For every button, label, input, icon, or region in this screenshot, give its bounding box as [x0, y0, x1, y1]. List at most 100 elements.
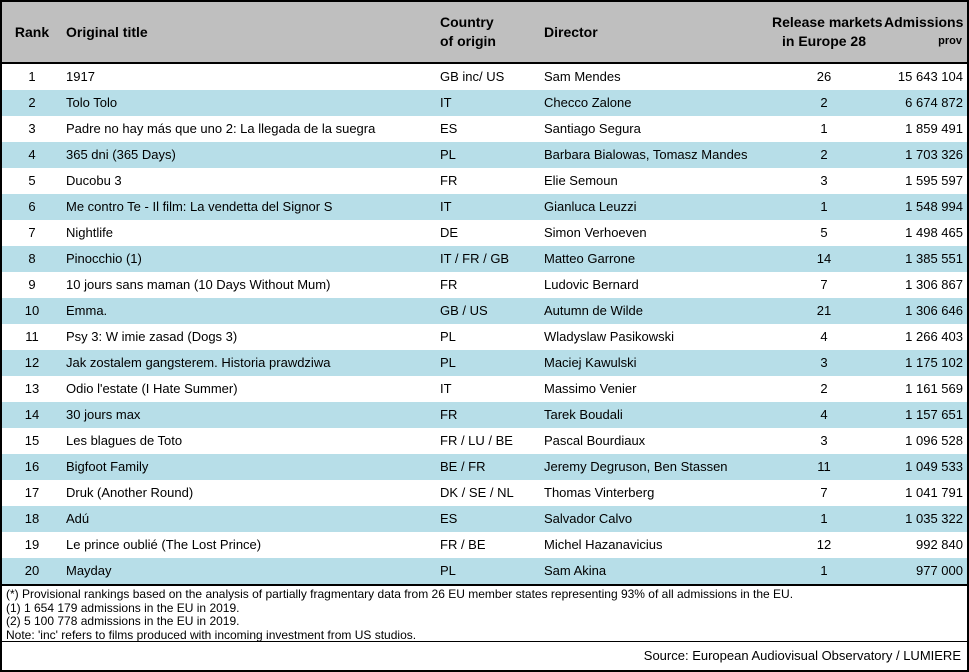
cell-admissions: 1 096 528 [905, 433, 963, 448]
table-row: 19 Le prince oublié (The Lost Prince) FR… [2, 532, 967, 558]
cell-admissions: 1 703 326 [905, 147, 963, 162]
cell-original-title: Druk (Another Round) [66, 485, 194, 500]
cell-rank: 12 [24, 355, 40, 370]
cell-original-title: Pinocchio (1) [66, 251, 142, 266]
cell-release-markets: 7 [820, 485, 828, 500]
table-row: 11 Psy 3: W imie zasad (Dogs 3) PL Wlady… [2, 324, 967, 350]
cell-original-title: Mayday [66, 563, 112, 578]
cell-admissions: 1 157 651 [905, 407, 963, 422]
table-row: 15 Les blagues de Toto FR / LU / BE Pasc… [2, 428, 967, 454]
cell-release-markets: 7 [820, 277, 828, 292]
col-header-markets-line2: in Europe 28 [781, 33, 867, 49]
cell-rank: 15 [24, 433, 40, 448]
cell-country-of-origin: FR / BE [440, 537, 486, 552]
cell-admissions: 1 385 551 [905, 251, 963, 266]
cell-director: Pascal Bourdiaux [544, 433, 646, 448]
cell-original-title: Bigfoot Family [66, 459, 149, 474]
footnote-1: (1) 1 654 179 admissions in the EU in 20… [6, 600, 240, 615]
table-row: 3 Padre no hay más que uno 2: La llegada… [2, 116, 967, 142]
cell-rank: 2 [28, 95, 36, 110]
cell-original-title: Ducobu 3 [66, 173, 122, 188]
col-header-admissions: Admissions prov [880, 13, 967, 51]
cell-director: Michel Hazanavicius [544, 537, 663, 552]
table-row: 20 Mayday PL Sam Akina 1 977 000 [2, 558, 967, 584]
cell-admissions: 992 840 [916, 537, 963, 552]
cell-director: Autumn de Wilde [544, 303, 643, 318]
cell-release-markets: 12 [816, 537, 832, 552]
cell-original-title: Padre no hay más que uno 2: La llegada d… [66, 121, 376, 136]
col-header-markets-line1: Release markets [772, 14, 883, 30]
cell-country-of-origin: FR [440, 173, 458, 188]
table-row: 10 Emma. GB / US Autumn de Wilde 21 1 30… [2, 298, 967, 324]
footnotes-block: (*) Provisional rankings based on the an… [2, 584, 967, 641]
cell-director: Wladyslaw Pasikowski [544, 329, 675, 344]
footnote-provisional: (*) Provisional rankings based on the an… [6, 587, 794, 601]
cell-country-of-origin: DK / SE / NL [440, 485, 514, 500]
cell-release-markets: 2 [820, 147, 828, 162]
cell-director: Elie Semoun [544, 173, 618, 188]
cell-rank: 11 [25, 329, 39, 344]
cell-director: Thomas Vinterberg [544, 485, 655, 500]
cell-director: Checco Zalone [544, 95, 632, 110]
table-row: 9 10 jours sans maman (10 Days Without M… [2, 272, 967, 298]
cell-original-title: Nightlife [66, 225, 113, 240]
footnote-inc: Note: 'inc' refers to films produced wit… [6, 627, 417, 642]
cell-admissions: 1 859 491 [905, 121, 963, 136]
cell-admissions: 1 306 646 [905, 303, 963, 318]
cell-director: Sam Akina [544, 563, 607, 578]
table-row: 16 Bigfoot Family BE / FR Jeremy Degruso… [2, 454, 967, 480]
cell-original-title: Jak zostalem gangsterem. Historia prawdz… [66, 355, 331, 370]
cell-director: Barbara Bialowas, Tomasz Mandes [544, 147, 748, 162]
cell-admissions: 1 498 465 [905, 225, 963, 240]
cell-country-of-origin: GB / US [440, 303, 488, 318]
col-header-rank: Rank [14, 24, 50, 40]
cell-rank: 20 [24, 563, 40, 578]
cell-rank: 13 [24, 381, 40, 396]
cell-director: Massimo Venier [544, 381, 637, 396]
cell-rank: 8 [28, 251, 36, 266]
cell-original-title: 365 dni (365 Days) [66, 147, 176, 162]
cell-admissions: 1 548 994 [905, 199, 963, 214]
cell-country-of-origin: FR / LU / BE [440, 433, 513, 448]
cell-admissions: 1 041 791 [905, 485, 963, 500]
cell-country-of-origin: FR [440, 407, 458, 422]
cell-country-of-origin: PL [440, 355, 456, 370]
cell-rank: 17 [24, 485, 40, 500]
cell-release-markets: 2 [820, 381, 828, 396]
cell-original-title: Psy 3: W imie zasad (Dogs 3) [66, 329, 238, 344]
cell-original-title: 10 jours sans maman (10 Days Without Mum… [66, 277, 331, 292]
cell-release-markets: 1 [820, 511, 828, 526]
table-body: 1 1917 GB inc/ US Sam Mendes 26 15 643 1… [2, 64, 967, 584]
cell-rank: 3 [28, 121, 36, 136]
table-row: 12 Jak zostalem gangsterem. Historia pra… [2, 350, 967, 376]
cell-admissions: 1 306 867 [905, 277, 963, 292]
table-row: 2 Tolo Tolo IT Checco Zalone 2 6 674 872 [2, 90, 967, 116]
col-header-director: Director [544, 24, 598, 40]
cell-country-of-origin: BE / FR [440, 459, 486, 474]
cell-release-markets: 4 [820, 407, 828, 422]
cell-original-title: Tolo Tolo [66, 95, 118, 110]
footnote-2: (2) 5 100 778 admissions in the EU in 20… [6, 614, 240, 628]
cell-original-title: 1917 [66, 69, 95, 84]
col-header-original-title: Original title [66, 24, 148, 40]
col-header-country-line1: Country [440, 14, 494, 30]
cell-country-of-origin: IT [440, 95, 452, 110]
cell-original-title: Les blagues de Toto [66, 433, 183, 448]
cell-release-markets: 14 [816, 251, 832, 266]
cell-country-of-origin: PL [440, 563, 456, 578]
cell-release-markets: 21 [816, 303, 832, 318]
cell-admissions: 1 161 569 [905, 381, 963, 396]
table-row: 13 Odio l'estate (I Hate Summer) IT Mass… [2, 376, 967, 402]
cell-admissions: 6 674 872 [905, 95, 963, 110]
cell-rank: 19 [24, 537, 40, 552]
cell-original-title: Emma. [66, 303, 108, 318]
table-row: 4 365 dni (365 Days) PL Barbara Bialowas… [2, 142, 967, 168]
cell-rank: 18 [24, 511, 40, 526]
cell-country-of-origin: IT [440, 199, 452, 214]
source-attribution: Source: European Audiovisual Observatory… [2, 641, 967, 670]
cell-rank: 14 [24, 407, 40, 422]
cell-rank: 16 [24, 459, 40, 474]
cell-country-of-origin: PL [440, 329, 456, 344]
table-row: 5 Ducobu 3 FR Elie Semoun 3 1 595 597 [2, 168, 967, 194]
